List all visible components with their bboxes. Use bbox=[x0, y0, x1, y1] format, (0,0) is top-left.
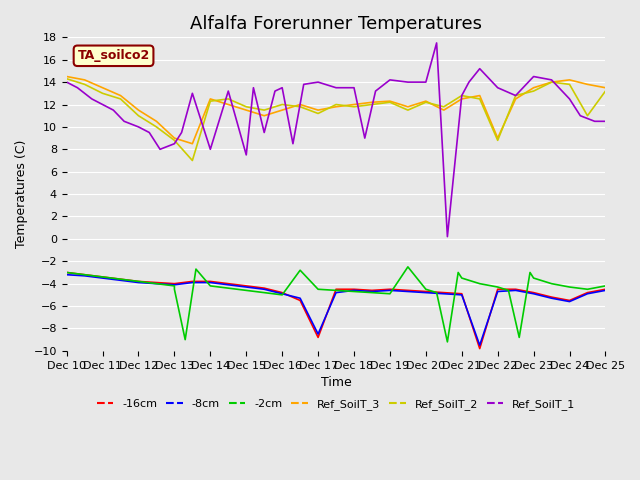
Title: Alfalfa Forerunner Temperatures: Alfalfa Forerunner Temperatures bbox=[190, 15, 482, 33]
Y-axis label: Temperatures (C): Temperatures (C) bbox=[15, 140, 28, 248]
X-axis label: Time: Time bbox=[321, 376, 351, 389]
Text: TA_soilco2: TA_soilco2 bbox=[77, 49, 150, 62]
Legend: -16cm, -8cm, -2cm, Ref_SoilT_3, Ref_SoilT_2, Ref_SoilT_1: -16cm, -8cm, -2cm, Ref_SoilT_3, Ref_Soil… bbox=[92, 395, 580, 414]
